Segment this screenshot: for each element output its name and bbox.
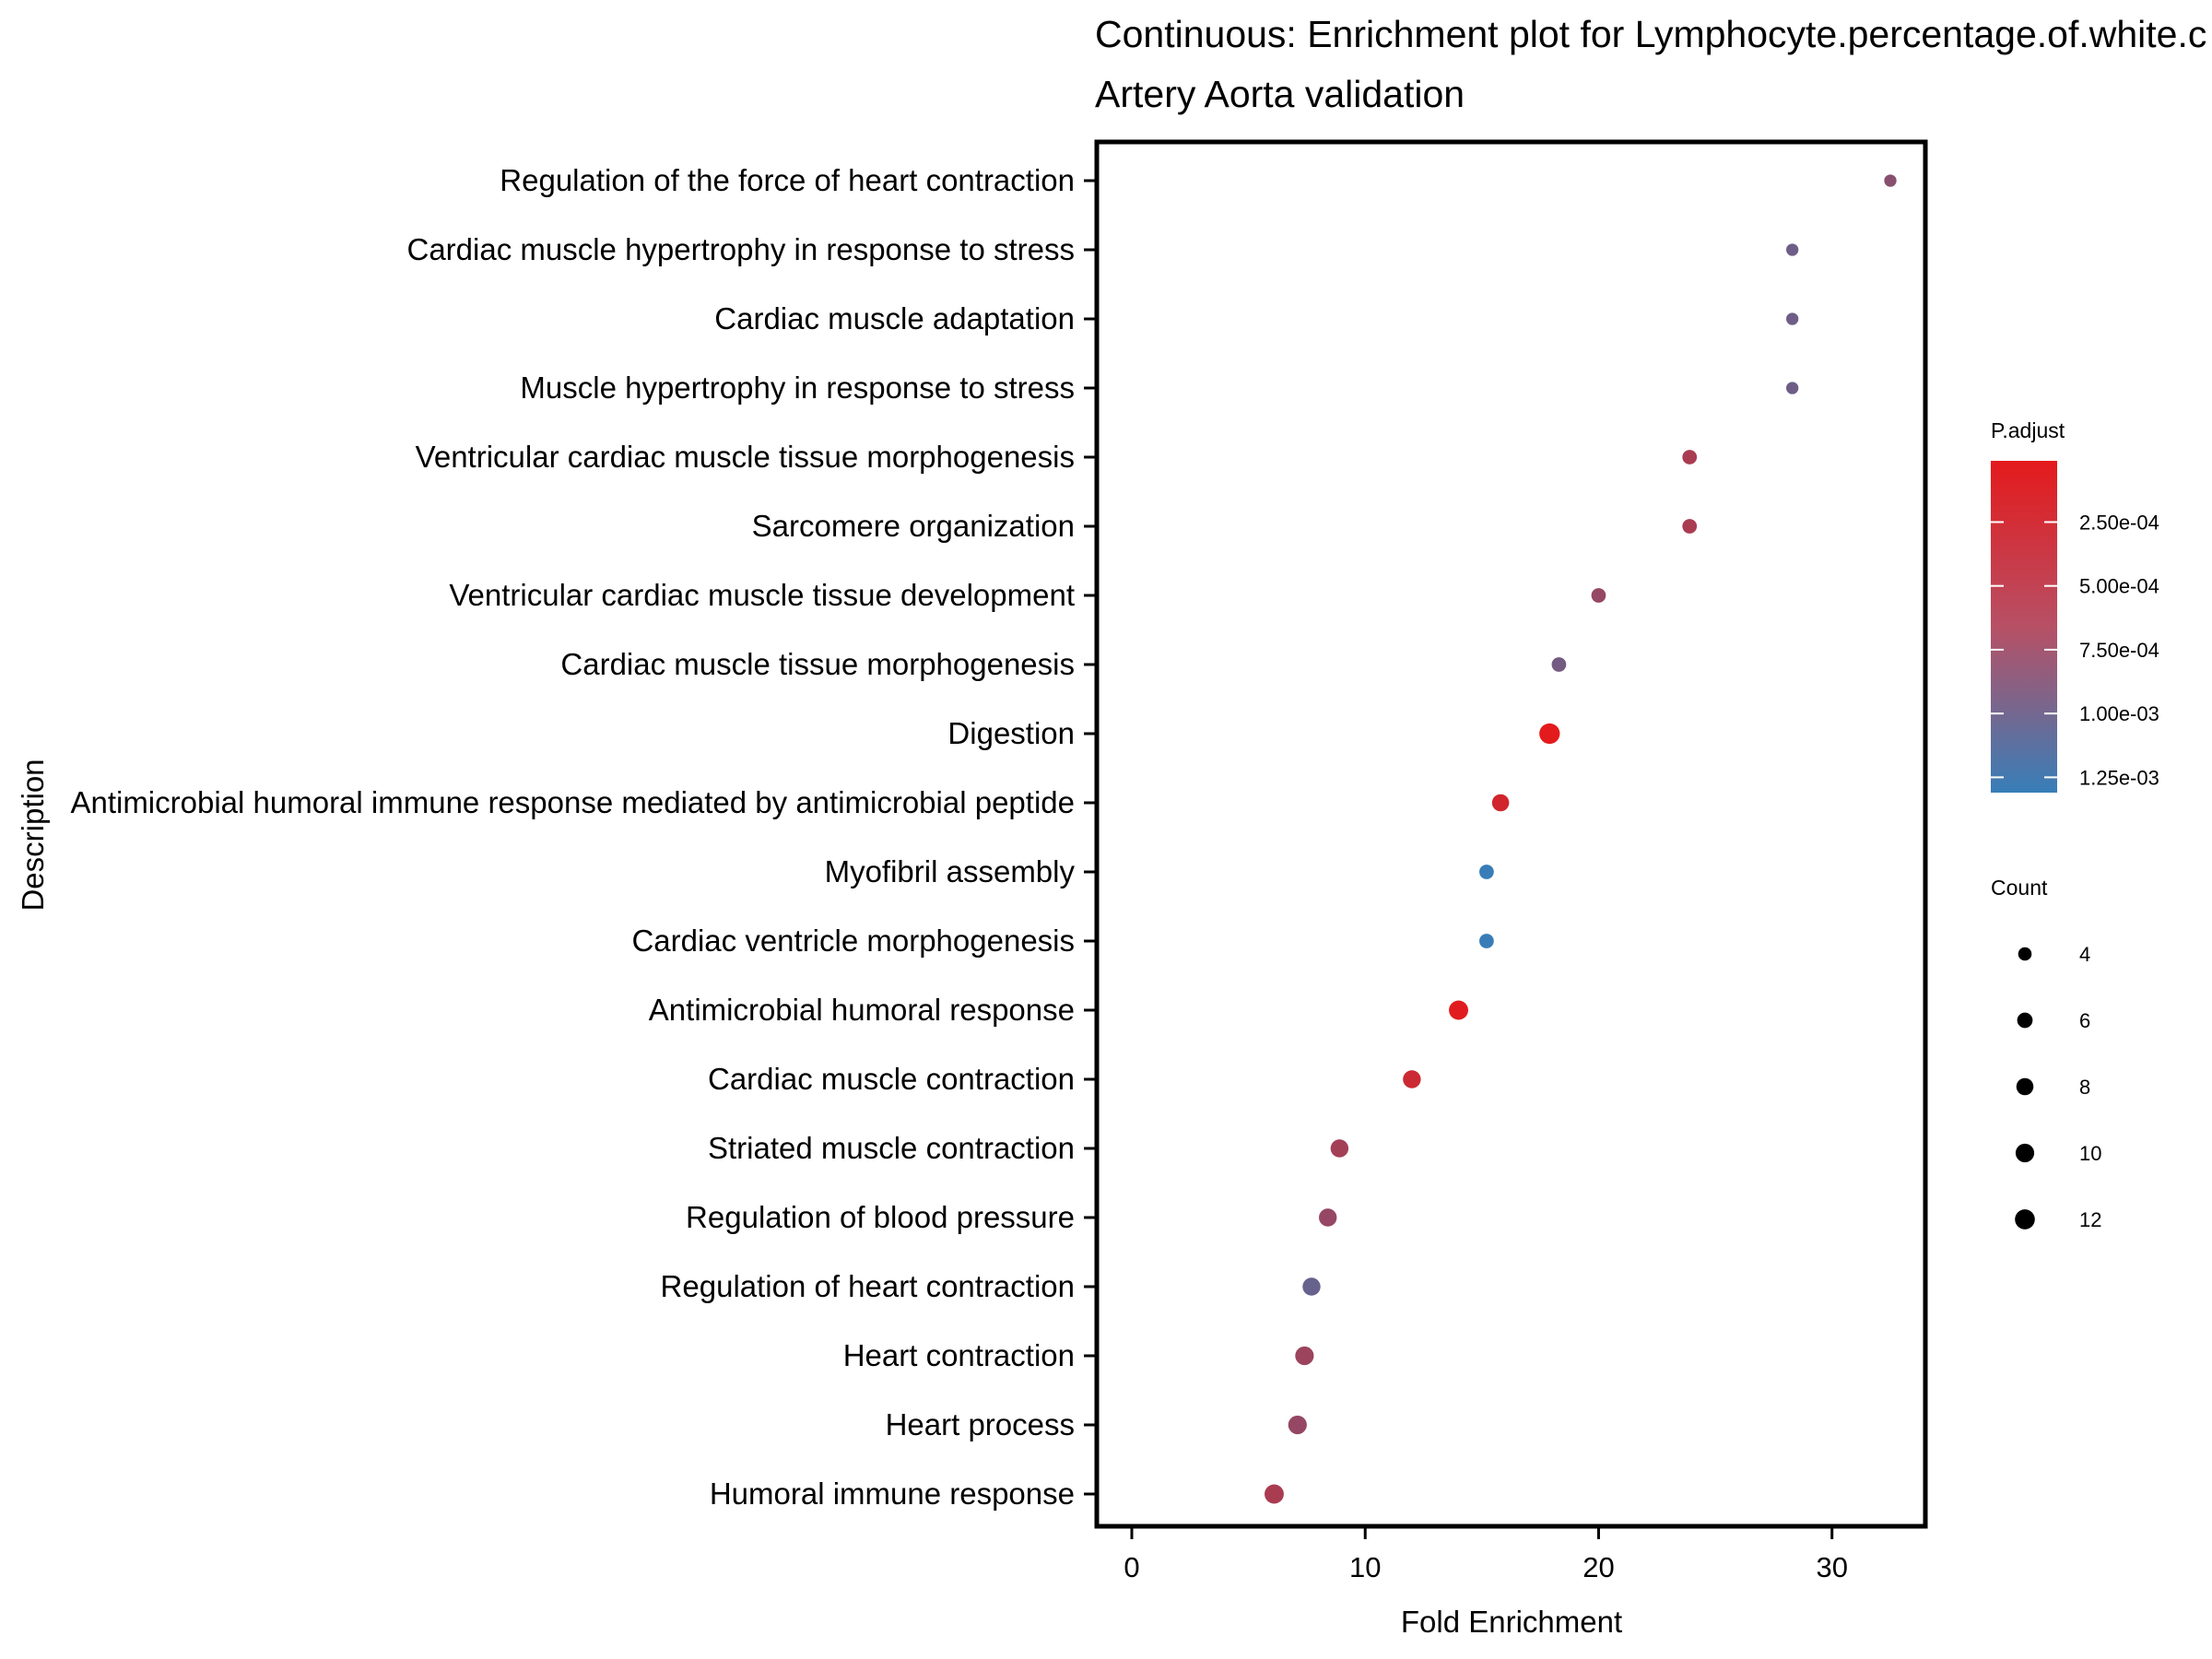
x-axis-title: Fold Enrichment <box>1401 1605 1622 1639</box>
category-label: Regulation of heart contraction <box>661 1269 1075 1303</box>
category-label: Cardiac muscle hypertrophy in response t… <box>407 232 1076 266</box>
y-axis-title: Description <box>16 759 50 911</box>
category-label: Cardiac muscle tissue morphogenesis <box>560 647 1075 681</box>
data-point <box>1682 519 1698 534</box>
size-key-label: 6 <box>2079 1009 2090 1032</box>
color-tick-label: 5.00e-04 <box>2079 575 2159 598</box>
data-point <box>1491 794 1510 812</box>
category-label: Antimicrobial humoral response <box>649 993 1075 1027</box>
y-axis: Regulation of the force of heart contrac… <box>70 163 1095 1511</box>
size-key-dot <box>2018 947 2032 961</box>
data-point <box>1539 723 1560 745</box>
size-key-label: 12 <box>2079 1208 2101 1231</box>
data-point <box>1449 1000 1468 1020</box>
category-label: Myofibril assembly <box>825 854 1076 888</box>
data-point <box>1479 865 1494 879</box>
data-point <box>1288 1415 1307 1435</box>
size-key-dot <box>2015 1209 2035 1230</box>
data-point <box>1591 588 1606 603</box>
x-tick-label: 0 <box>1124 1551 1139 1583</box>
data-point <box>1319 1208 1337 1227</box>
category-label: Regulation of blood pressure <box>686 1200 1075 1234</box>
category-label: Ventricular cardiac muscle tissue morpho… <box>416 440 1075 474</box>
size-key-dot <box>2015 1143 2035 1163</box>
x-axis: 0 10 20 30 <box>1124 1528 1848 1583</box>
data-point <box>1785 382 1799 394</box>
color-legend: P.adjust 2.50e-04 5.00e-04 7.50e-04 1.00e-0… <box>1991 418 2159 793</box>
category-label: Ventricular cardiac muscle tissue develo… <box>449 578 1075 612</box>
data-point <box>1785 243 1799 256</box>
category-label: Heart process <box>886 1407 1075 1441</box>
data-point <box>1884 174 1897 187</box>
x-tick-label: 10 <box>1349 1551 1381 1583</box>
size-key-label: 4 <box>2079 943 2090 966</box>
x-tick-label: 30 <box>1816 1551 1847 1583</box>
category-label: Antimicrobial humoral immune response me… <box>70 785 1075 819</box>
category-label: Regulation of the force of heart contrac… <box>500 163 1075 197</box>
category-label: Muscle hypertrophy in response to stress <box>520 371 1075 405</box>
size-key-label: 8 <box>2079 1076 2090 1099</box>
size-key-dot <box>2016 1077 2034 1096</box>
chart-subtitle: Artery Aorta validation <box>1095 73 1465 115</box>
data-point <box>1479 934 1494 948</box>
plot-panel <box>1094 139 1928 1529</box>
data-point <box>1682 450 1698 465</box>
category-label: Cardiac muscle contraction <box>708 1062 1075 1096</box>
chart-title: Continuous: Enrichment plot for Lymphocy… <box>1095 13 2206 55</box>
size-key-dot <box>2017 1012 2033 1029</box>
x-tick-label: 20 <box>1583 1551 1614 1583</box>
color-legend-bar <box>1991 461 2057 793</box>
category-label: Sarcomere organization <box>752 509 1075 543</box>
category-label: Cardiac muscle adaptation <box>714 301 1075 335</box>
category-label: Humoral immune response <box>710 1477 1075 1511</box>
data-points <box>1265 174 1897 1504</box>
size-legend: Count 4 6 8 10 12 <box>1991 876 2101 1231</box>
category-label: Digestion <box>947 716 1075 750</box>
data-point <box>1265 1484 1284 1504</box>
category-label: Cardiac ventricle morphogenesis <box>631 924 1075 958</box>
size-legend-title: Count <box>1991 876 2048 900</box>
data-point <box>1295 1346 1314 1366</box>
data-point <box>1403 1070 1421 1088</box>
color-tick-label: 2.50e-04 <box>2079 511 2159 534</box>
color-tick-label: 1.25e-03 <box>2079 766 2159 789</box>
category-label: Heart contraction <box>843 1338 1075 1372</box>
data-point <box>1330 1139 1349 1158</box>
size-key-label: 10 <box>2079 1142 2101 1165</box>
data-point <box>1785 312 1799 325</box>
color-legend-title: P.adjust <box>1991 418 2065 442</box>
category-label: Striated muscle contraction <box>708 1131 1075 1165</box>
data-point <box>1551 657 1567 672</box>
color-tick-label: 7.50e-04 <box>2079 639 2159 662</box>
data-point <box>1302 1277 1321 1296</box>
color-tick-label: 1.00e-03 <box>2079 702 2159 725</box>
